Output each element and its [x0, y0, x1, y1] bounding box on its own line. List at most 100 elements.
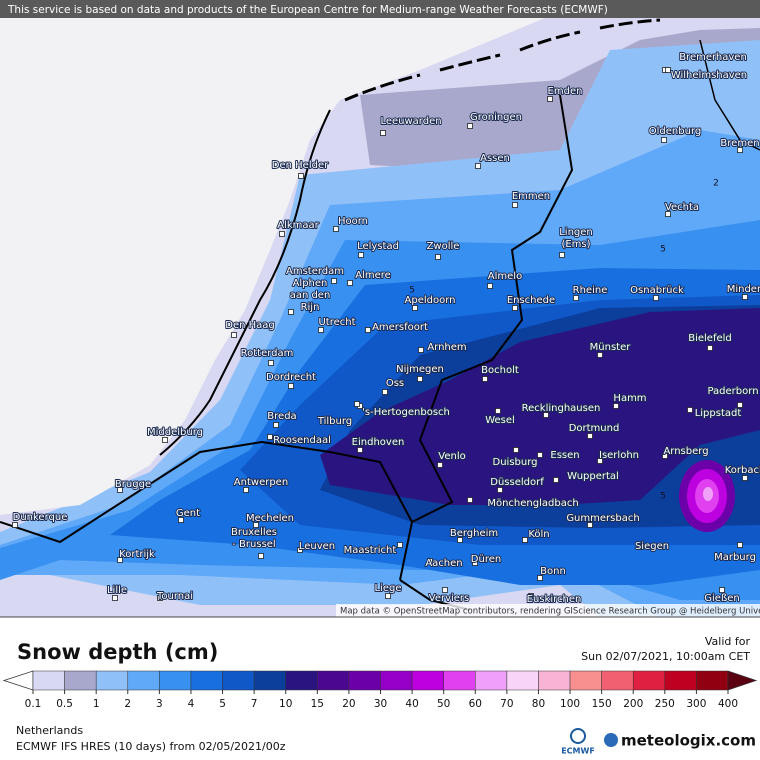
city-dot: [528, 593, 534, 599]
city-label: Bonn: [540, 566, 566, 577]
colorbar-label: 300: [686, 698, 706, 710]
city-dot: [662, 453, 668, 459]
city-dot: [380, 130, 386, 136]
colorbar-label: 4: [188, 698, 195, 710]
colorbar-box: [127, 670, 160, 691]
colorbar-box: [506, 670, 539, 691]
city-label: Leuven: [299, 541, 335, 552]
colorbar-box: [664, 670, 697, 691]
colorbar-label: 3: [156, 698, 163, 710]
city-dot: [573, 295, 579, 301]
colorbar-box: [632, 670, 666, 691]
city-label: Tilburg: [317, 416, 352, 427]
colorbar-label: 150: [592, 698, 612, 710]
city-label: Rheine: [573, 285, 608, 296]
city-dot: [333, 226, 339, 232]
city-label: Enschede: [507, 295, 555, 306]
city-label: Dunkerque: [13, 512, 68, 523]
colorbar-box: [601, 670, 634, 691]
islands: [344, 18, 661, 102]
city-label: Breda: [267, 411, 296, 422]
city-label: Liege: [374, 583, 401, 594]
city-label: Paderborn: [707, 386, 758, 397]
city-dot: [665, 211, 671, 217]
city-dot: [475, 163, 481, 169]
city-dot: [559, 252, 565, 258]
colorbar-label: 400: [718, 698, 738, 710]
city-dot: [382, 389, 388, 395]
city-dot: [737, 402, 743, 408]
city-dot: [613, 403, 619, 409]
city-dot: [719, 587, 725, 593]
city-label: Wesel: [485, 415, 515, 426]
city-label: Iserlohn: [599, 450, 639, 461]
colorbar-under: [2, 670, 34, 691]
colorbar-label: 70: [500, 698, 513, 710]
colorbar-label: 1: [93, 698, 100, 710]
city-label: Lille: [107, 585, 127, 596]
city-label: Wilhelmshaven: [671, 70, 747, 81]
colorbar-over: [727, 670, 758, 691]
city-label: Arnsberg: [663, 446, 708, 457]
city-dot: [512, 202, 518, 208]
contour-label: 5: [660, 492, 666, 502]
city-label: Lingen: [559, 227, 593, 238]
city-dot: [279, 231, 285, 237]
city-label: Lelystad: [357, 241, 399, 252]
colorbar-box: [569, 670, 602, 691]
city-dot: [553, 477, 559, 483]
valid-time: Sun 02/07/2021, 10:00am CET: [581, 650, 750, 663]
snow-band: [320, 308, 760, 505]
city-label: Euskirchen: [527, 594, 582, 605]
city-dot: [112, 595, 118, 601]
city-dot: [412, 305, 418, 311]
sea: [0, 18, 545, 515]
city-label: Maastricht: [344, 545, 397, 556]
colorbar-label: 40: [405, 698, 418, 710]
colorbar-label: 250: [655, 698, 675, 710]
city-dot: [178, 517, 184, 523]
city-dot: [543, 412, 549, 418]
colorbar: 0.1 0.5 1 2 3 4 5 7 10 15 20 30 40 50 60 70 80 100 150 200 2…: [2, 670, 758, 710]
city-label: Leeuwarden: [380, 116, 441, 127]
colorbar-label: 10: [279, 698, 292, 710]
city-label: Utrecht: [318, 317, 355, 328]
ecmwf-icon: [570, 728, 586, 744]
border: [399, 94, 574, 581]
city-dot: [457, 537, 463, 543]
colorbar-box: [64, 670, 97, 691]
city-dot: [472, 560, 478, 566]
attribution: Map data © OpenStreetMap contributors, r…: [340, 607, 760, 617]
colorbar-label: 80: [532, 698, 545, 710]
river: [699, 39, 760, 151]
city-label: Assen: [480, 153, 510, 164]
city-label: Nijmegen: [396, 364, 444, 375]
city-label: Rotterdam: [241, 348, 294, 359]
city-label: Essen: [550, 450, 579, 461]
city-label: Amsterdam: [286, 266, 344, 277]
banner: This service is based on data and produc…: [7, 4, 608, 16]
colorbar-box: [348, 670, 381, 691]
city-label: Minden: [727, 284, 760, 295]
legend-title: Snow depth (cm): [17, 640, 218, 664]
city-label: Dortmund: [569, 423, 620, 434]
city-dot: [435, 254, 441, 260]
colorbar-box: [159, 670, 192, 691]
city-label: Venlo: [438, 451, 465, 462]
city-label: Eindhoven: [352, 437, 405, 448]
city-dot: [637, 544, 643, 550]
city-label: Brugge: [115, 479, 151, 490]
city-label: Recklinghausen: [522, 403, 601, 414]
city-label: 's-Hertogenbosch: [362, 407, 450, 418]
city-label: Düren: [471, 554, 501, 565]
city-dot: [268, 360, 274, 366]
city-dot: [547, 96, 553, 102]
contour-label: 2: [713, 179, 719, 189]
colorbar-box: [95, 670, 129, 691]
city-dot: [467, 497, 473, 503]
colorbar-box: [285, 670, 318, 691]
colorbar-label: 60: [469, 698, 482, 710]
city-label: Hoorn: [338, 216, 368, 227]
city-label: Aachen: [425, 558, 462, 569]
city-dot: [354, 401, 360, 407]
